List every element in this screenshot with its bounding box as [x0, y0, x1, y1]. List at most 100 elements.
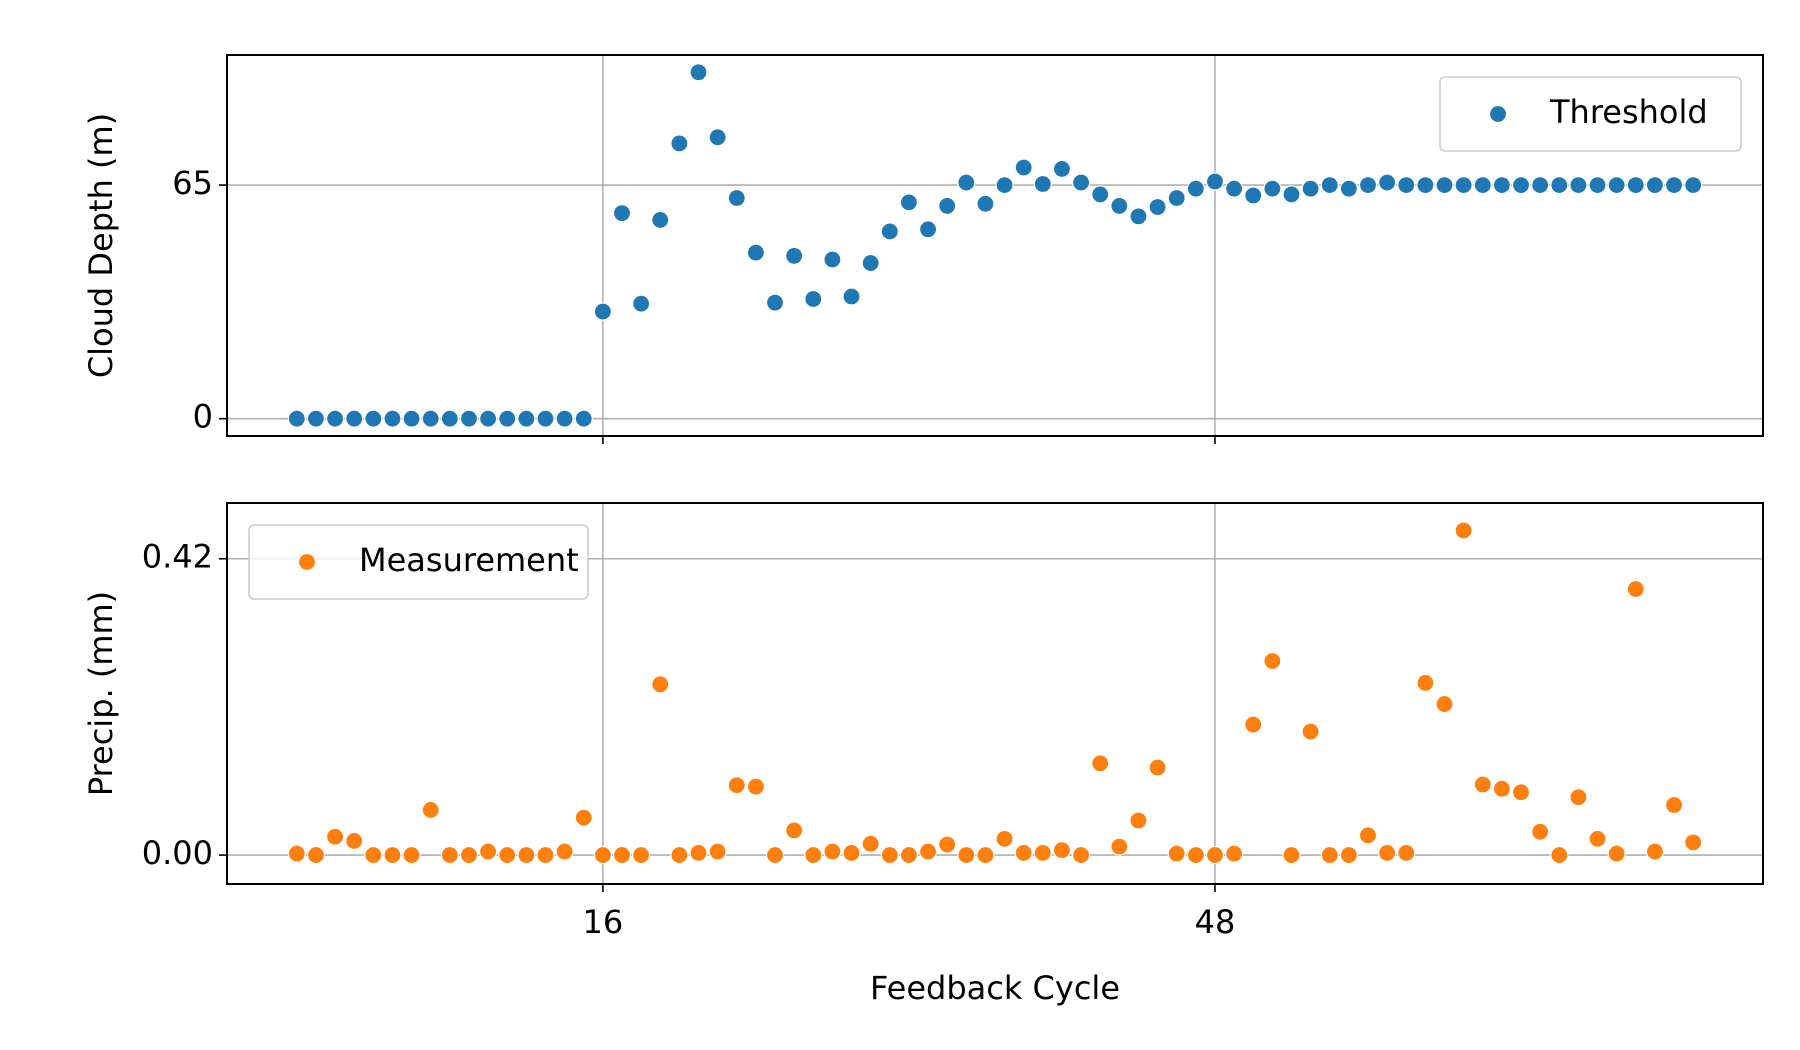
scatter-point: [861, 834, 880, 853]
scatter-point: [1358, 175, 1378, 195]
scatter-point: [1339, 179, 1358, 198]
scatter-point: [689, 843, 708, 863]
scatter-point: [1664, 175, 1684, 195]
scatter-point: [555, 409, 574, 428]
scatter-point: [1129, 811, 1148, 830]
scatter-point: [1129, 207, 1148, 226]
scatter-point: [1033, 843, 1052, 863]
legend-box: [1439, 76, 1742, 152]
scatter-point: [804, 845, 823, 865]
legend-marker: [297, 552, 317, 572]
scatter-point: [976, 845, 995, 865]
scatter-point: [1014, 158, 1033, 177]
scatter-point: [1320, 845, 1339, 865]
scatter-point: [670, 845, 689, 865]
scatter-point: [517, 845, 536, 865]
scatter-point: [1454, 521, 1473, 540]
scatter-point: [364, 845, 383, 865]
scatter-point: [823, 842, 842, 861]
scatter-point: [498, 845, 517, 865]
scatter-point: [517, 409, 536, 428]
scatter-point: [823, 250, 842, 269]
scatter-point: [1626, 579, 1645, 599]
scatter-point: [1607, 175, 1626, 195]
scatter-point: [1550, 175, 1569, 195]
scatter-point: [918, 842, 938, 861]
scatter-point: [689, 63, 708, 82]
scatter-point: [1052, 159, 1072, 179]
scatter-point: [1205, 172, 1225, 191]
scatter-point: [383, 845, 402, 865]
scatter-point: [1052, 841, 1072, 860]
scatter-point: [1492, 779, 1511, 798]
scatter-point: [325, 827, 345, 846]
scatter-point: [1435, 694, 1454, 714]
scatter-point: [746, 243, 765, 262]
scatter-point: [1244, 186, 1263, 205]
scatter-point: [880, 222, 899, 241]
y-axis-label: Precip. (mm): [82, 591, 120, 796]
scatter-point: [1397, 843, 1416, 863]
scatter-point: [1664, 795, 1684, 815]
scatter-point: [1033, 174, 1052, 194]
scatter-point: [498, 409, 517, 428]
scatter-point: [1110, 196, 1129, 216]
scatter-point: [345, 409, 364, 428]
scatter-point: [1569, 788, 1588, 807]
scatter-point: [1645, 842, 1665, 861]
scatter-point: [364, 409, 383, 428]
scatter-point: [1282, 845, 1301, 865]
scatter-point: [842, 287, 861, 306]
scatter-point: [593, 302, 612, 321]
scatter-point: [880, 845, 899, 865]
scatter-point: [459, 409, 479, 428]
scatter-point: [1091, 185, 1110, 204]
scatter-point: [1091, 754, 1110, 773]
scatter-point: [1511, 175, 1531, 195]
scatter-point: [938, 835, 957, 854]
legend-box: [248, 524, 589, 600]
scatter-point: [1626, 175, 1645, 195]
scatter-point: [440, 409, 459, 428]
scatter-point: [727, 776, 746, 795]
scatter-point: [995, 829, 1014, 848]
scatter-point: [670, 134, 689, 153]
scatter-point: [1282, 185, 1301, 204]
scatter-point: [574, 808, 593, 827]
scatter-point: [785, 246, 804, 265]
y-tick-label: 0: [193, 398, 213, 436]
scatter-point: [976, 194, 995, 213]
scatter-point: [1148, 197, 1167, 217]
scatter-point: [1320, 175, 1339, 195]
scatter-point: [957, 845, 976, 865]
scatter-point: [1014, 843, 1033, 863]
scatter-point: [345, 831, 364, 851]
scatter-point: [402, 845, 421, 865]
scatter-point: [708, 842, 727, 861]
scatter-point: [1684, 175, 1703, 195]
scatter-point: [899, 845, 919, 865]
scatter-point: [1607, 844, 1626, 863]
scatter-point: [1684, 833, 1703, 852]
scatter-point: [402, 409, 421, 428]
scatter-point: [765, 845, 785, 865]
scatter-point: [1225, 844, 1244, 863]
scatter-point: [1569, 175, 1588, 195]
x-tick-label: 16: [583, 903, 624, 941]
scatter-point: [612, 845, 632, 865]
scatter-point: [536, 845, 555, 865]
scatter-point: [287, 409, 306, 428]
scatter-point: [995, 175, 1014, 195]
scatter-point: [1167, 844, 1186, 863]
scatter-point: [421, 409, 440, 428]
x-tick-label: 48: [1195, 903, 1236, 941]
scatter-point: [1531, 175, 1550, 195]
scatter-point: [632, 845, 651, 865]
scatter-point: [1071, 845, 1091, 865]
scatter-point: [1416, 175, 1435, 195]
scatter-point: [479, 409, 498, 428]
legend-label: Measurement: [359, 541, 579, 579]
scatter-point: [1301, 179, 1320, 198]
scatter-point: [383, 409, 402, 428]
